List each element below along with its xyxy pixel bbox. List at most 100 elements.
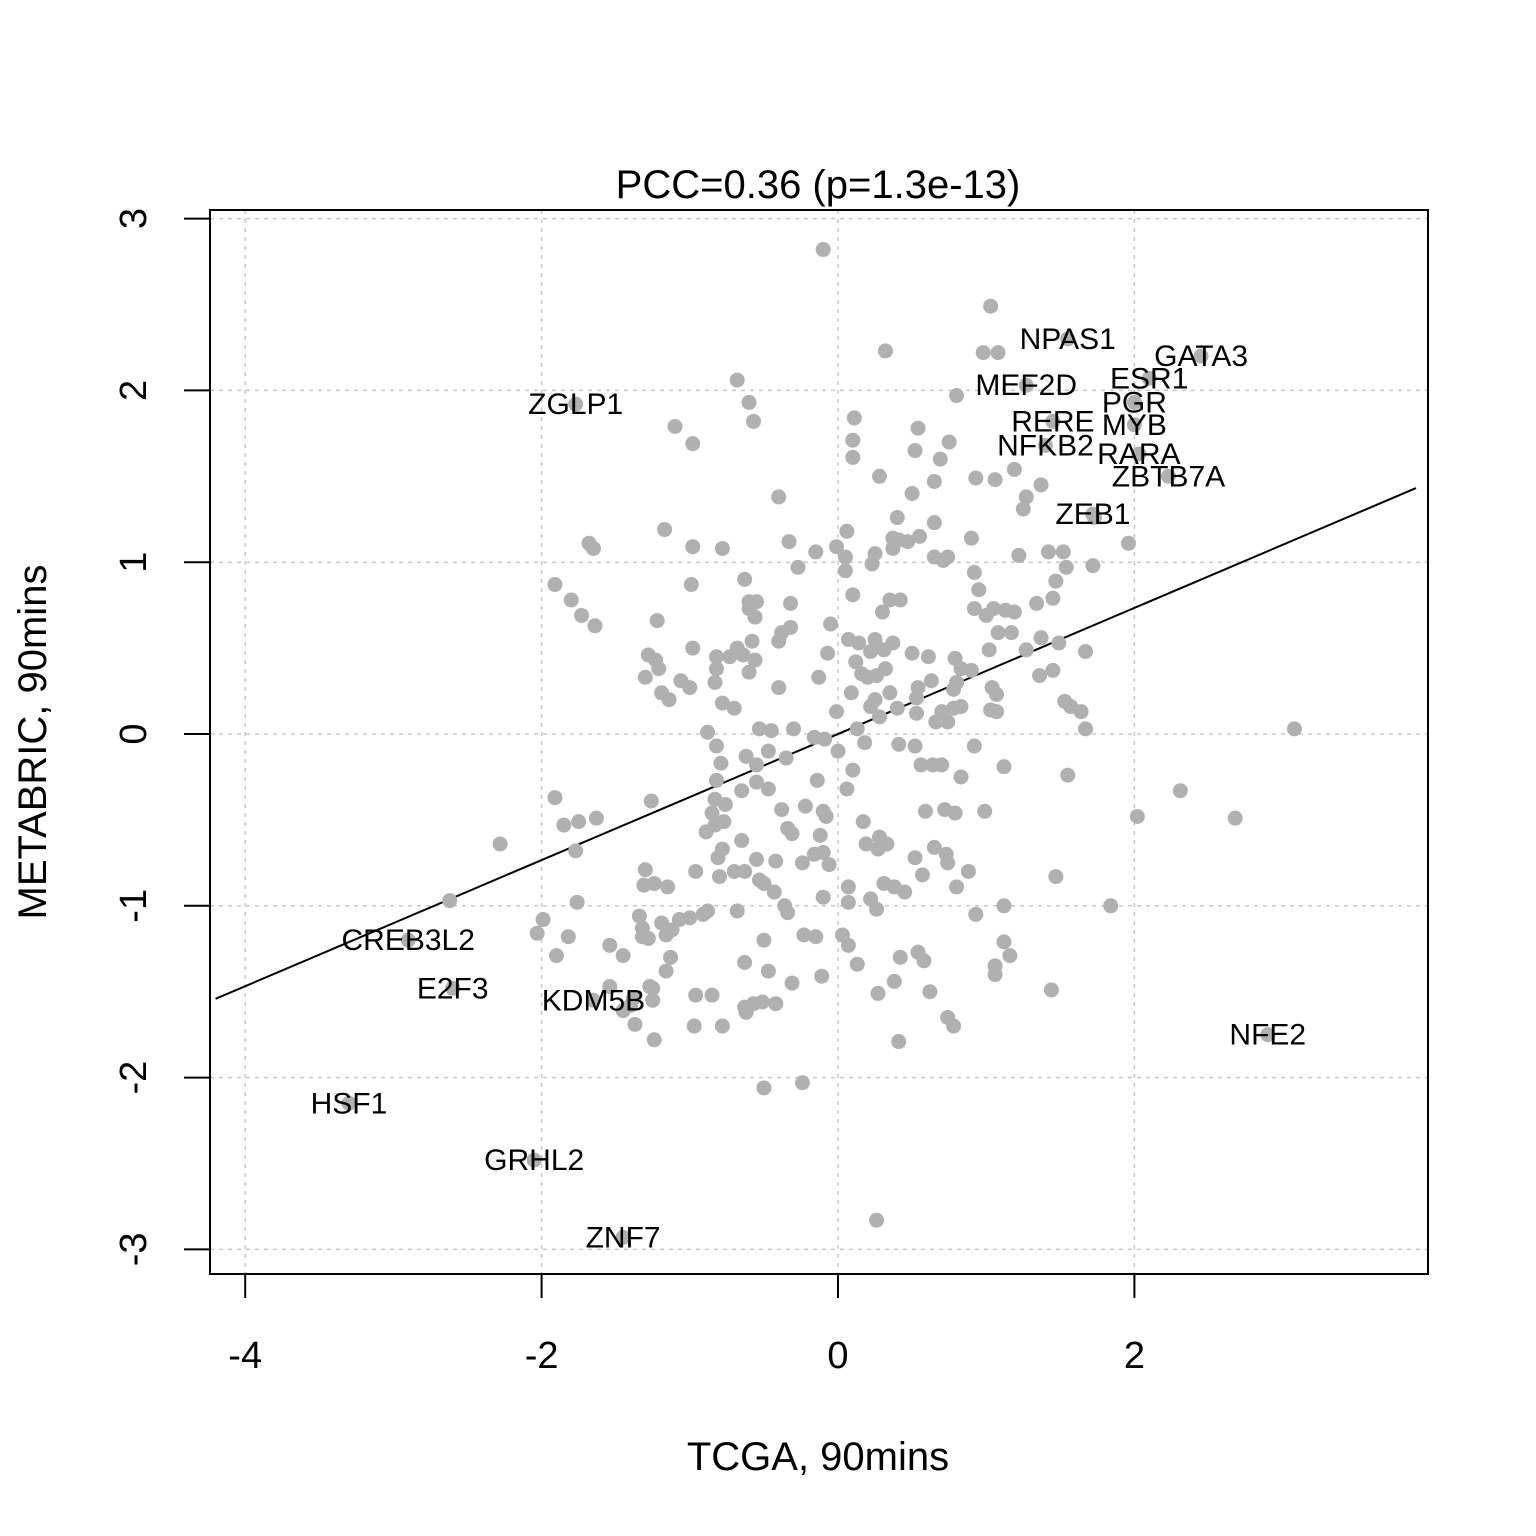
data-point [649, 613, 665, 629]
data-point [953, 769, 969, 785]
data-point [671, 912, 687, 928]
gene-label: PGR [1102, 386, 1167, 419]
data-point [940, 714, 956, 730]
data-point [818, 808, 834, 824]
data-point [989, 686, 1005, 702]
data-point [637, 669, 653, 685]
data-point [845, 449, 861, 465]
data-point [646, 1032, 662, 1048]
data-point [821, 857, 837, 873]
data-point [926, 515, 942, 531]
data-point [806, 846, 822, 862]
data-point [707, 674, 723, 690]
data-point [708, 649, 724, 665]
y-axis-title: METABRIC, 90mins [11, 565, 55, 920]
data-point [990, 345, 1006, 361]
gene-label: MEF2D [975, 369, 1077, 402]
data-point [1003, 625, 1019, 641]
data-point [877, 343, 893, 359]
data-point [1048, 869, 1064, 885]
data-point [1015, 501, 1031, 517]
data-point [771, 489, 787, 505]
data-point [587, 618, 603, 634]
data-point [916, 953, 932, 969]
data-point [568, 843, 584, 859]
data-point [949, 388, 965, 404]
data-point [926, 473, 942, 489]
data-point [794, 855, 810, 871]
data-point [637, 862, 653, 878]
data-point [556, 817, 572, 833]
data-point [837, 563, 853, 579]
gene-label: CREB3L2 [342, 924, 475, 957]
data-point [615, 948, 631, 964]
x-axis: -4 -2 0 2 [228, 1273, 1145, 1377]
gene-label: E2F3 [417, 972, 489, 1005]
data-point [858, 836, 874, 852]
data-point [885, 540, 901, 556]
data-point [734, 833, 750, 849]
data-point [661, 692, 677, 708]
data-point [870, 841, 886, 857]
data-point [809, 772, 825, 788]
data-point [442, 893, 458, 909]
chart-title: PCC=0.36 (p=1.3e-13) [616, 163, 1021, 207]
data-point [744, 633, 760, 649]
labeled-data-point [1126, 417, 1142, 433]
data-point [808, 929, 824, 945]
data-point [863, 699, 879, 715]
data-point [1002, 948, 1018, 964]
data-point [913, 757, 929, 773]
data-point [771, 633, 787, 649]
data-point [1033, 477, 1049, 493]
data-point [820, 645, 836, 661]
data-point [885, 530, 901, 546]
x-tick-label: 0 [827, 1335, 848, 1377]
data-point [708, 772, 724, 788]
data-point [748, 757, 764, 773]
data-point [845, 432, 861, 448]
data-point [1077, 644, 1093, 660]
data-point [685, 640, 701, 656]
data-point [947, 805, 963, 821]
data-point [657, 522, 673, 538]
data-point [886, 973, 902, 989]
data-point [811, 669, 827, 685]
data-point [1051, 635, 1067, 651]
data-point [663, 949, 679, 965]
data-point [907, 443, 923, 459]
data-point [794, 1075, 810, 1091]
labeled-data-point [1045, 413, 1061, 429]
data-point [547, 577, 563, 593]
data-point [909, 705, 925, 721]
labeled-data-point [526, 1152, 542, 1168]
data-point [864, 556, 880, 572]
data-point [966, 738, 982, 754]
data-point [1018, 489, 1034, 505]
data-point [682, 680, 698, 696]
data-point [658, 927, 674, 943]
data-point [1120, 535, 1136, 551]
data-point [1073, 704, 1089, 720]
data-point [907, 738, 923, 754]
gene-label: RERE [1011, 405, 1094, 438]
data-point [571, 814, 587, 830]
data-point [747, 652, 763, 668]
data-point [846, 410, 862, 426]
data-point [683, 577, 699, 593]
labeled-data-point [445, 980, 461, 996]
gene-label: ZEB1 [1055, 498, 1130, 531]
data-point [891, 1034, 907, 1050]
data-point [636, 877, 652, 893]
data-point [1045, 590, 1061, 606]
data-point [1172, 783, 1188, 799]
data-point [917, 803, 933, 819]
data-point [840, 937, 856, 953]
data-point [771, 680, 787, 696]
x-tick-label: -2 [525, 1335, 559, 1377]
data-point [857, 735, 873, 751]
data-point [1018, 642, 1034, 658]
data-point [738, 748, 754, 764]
data-point [574, 607, 590, 623]
data-point [729, 372, 745, 388]
